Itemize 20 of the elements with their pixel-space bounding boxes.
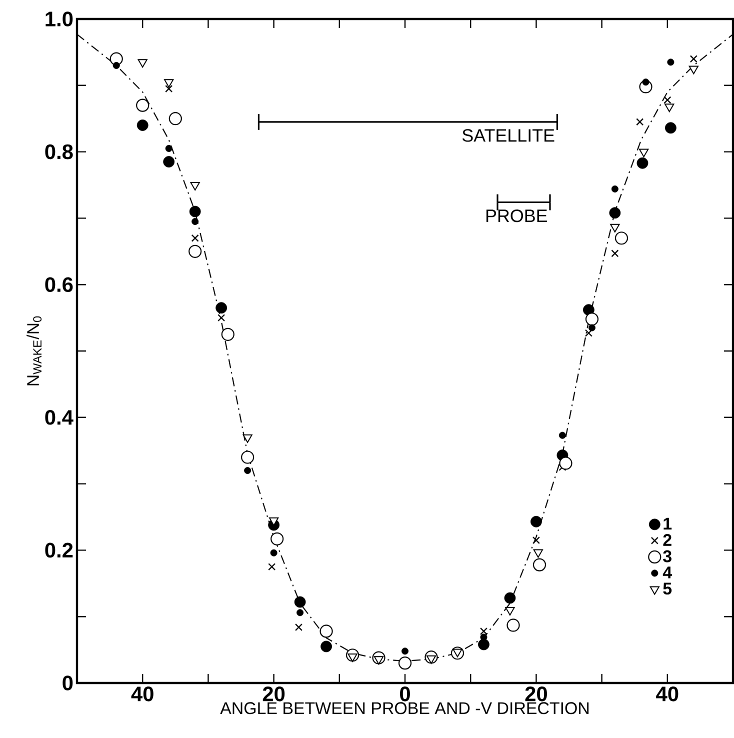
- legend-label: 1: [664, 518, 672, 530]
- x-tick-label: 0: [400, 686, 410, 702]
- x-axis-title: ANGLE BETWEEN PROBE AND -V DIRECTION: [220, 702, 589, 714]
- y-tick-label: 0.6: [45, 277, 73, 292]
- series-label: SATELLITE: [462, 129, 554, 142]
- x-tick-label: 20: [525, 686, 547, 702]
- legend-label: 3: [663, 550, 672, 562]
- y-tick-label: 0.8: [45, 144, 73, 160]
- legend-label: 4: [662, 566, 672, 578]
- y-axis-title: N$_{WAKE}$/N$_{0}$: [26, 316, 42, 386]
- y-tick-label: 0.4: [45, 410, 74, 425]
- series-label: PROBE: [486, 209, 548, 222]
- x-tick-label: 20: [262, 686, 285, 702]
- x-tick-label: 40: [656, 686, 678, 702]
- x-tick-label: 40: [131, 686, 154, 702]
- y-tick-label: 0: [62, 676, 73, 690]
- legend-label: 5: [663, 582, 672, 595]
- legend-label: 2: [663, 534, 672, 546]
- y-tick-label: 1.0: [46, 12, 73, 26]
- y-tick-label: 0.2: [45, 542, 73, 558]
